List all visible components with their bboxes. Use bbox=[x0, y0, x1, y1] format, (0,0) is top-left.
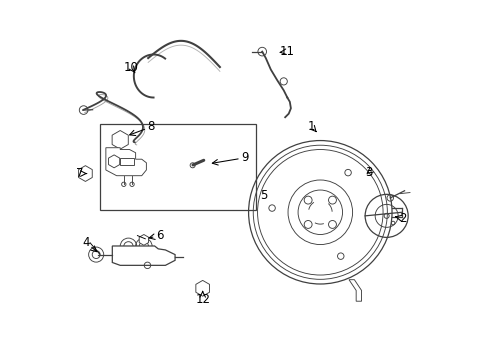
Text: 5: 5 bbox=[260, 189, 268, 202]
Polygon shape bbox=[196, 280, 210, 296]
Polygon shape bbox=[112, 246, 175, 265]
Polygon shape bbox=[349, 280, 362, 301]
Polygon shape bbox=[106, 148, 147, 176]
Text: 7: 7 bbox=[75, 167, 83, 180]
Bar bbox=[120, 158, 134, 165]
Text: 6: 6 bbox=[156, 229, 163, 242]
Polygon shape bbox=[108, 155, 120, 168]
Bar bbox=[100, 125, 256, 211]
Text: 8: 8 bbox=[147, 121, 155, 134]
Text: 11: 11 bbox=[280, 45, 295, 58]
Polygon shape bbox=[139, 234, 148, 245]
Text: 12: 12 bbox=[195, 293, 210, 306]
Text: 9: 9 bbox=[241, 151, 249, 164]
Polygon shape bbox=[78, 166, 92, 181]
Polygon shape bbox=[112, 131, 128, 149]
Text: 4: 4 bbox=[83, 236, 90, 249]
Text: 2: 2 bbox=[399, 212, 407, 225]
Text: 1: 1 bbox=[308, 120, 315, 133]
Text: 10: 10 bbox=[123, 60, 138, 73]
Text: 3: 3 bbox=[365, 166, 372, 179]
